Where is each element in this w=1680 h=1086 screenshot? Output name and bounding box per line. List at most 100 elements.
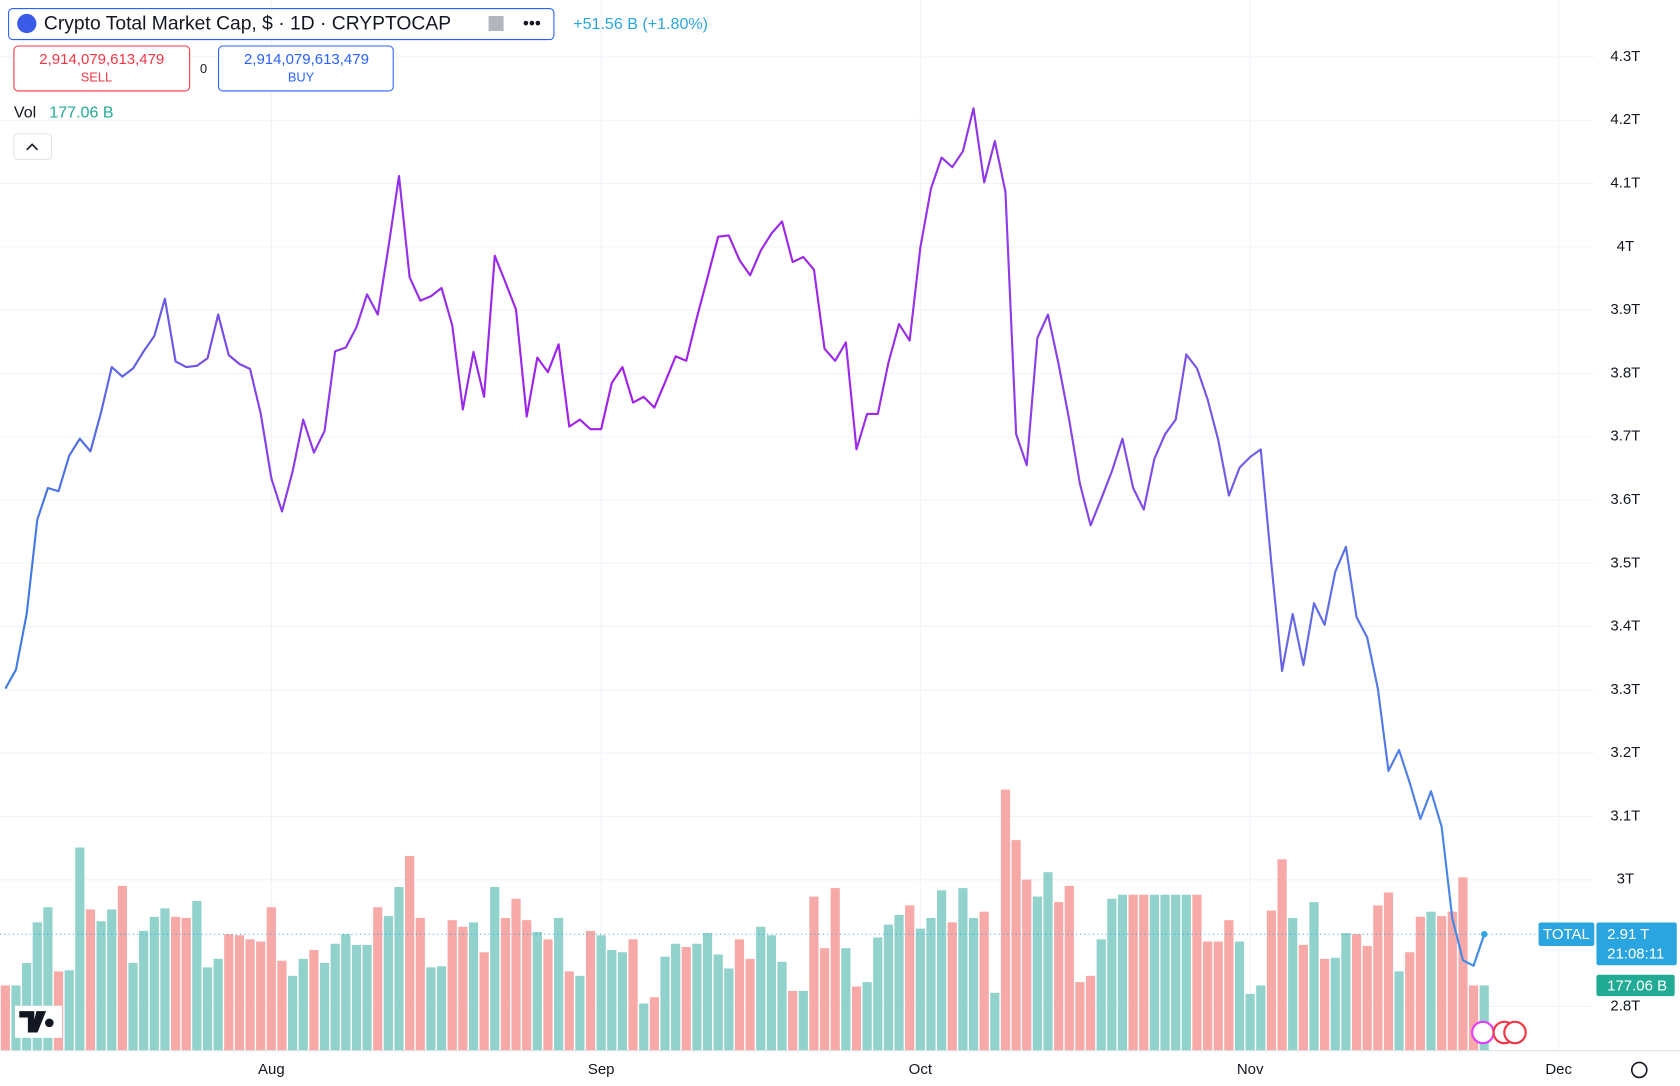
volume-bar [1096, 939, 1106, 1051]
volume-bar [0, 985, 10, 1051]
volume-bar [1405, 952, 1415, 1051]
volume-bar [1054, 902, 1064, 1051]
volume-title: Vol [14, 104, 36, 122]
volume-bar [1043, 872, 1053, 1051]
symbol-title: Crypto Total Market Cap, $ · 1D · CRYPTO… [44, 14, 451, 35]
volume-bar [373, 907, 383, 1051]
volume-bar [883, 924, 894, 1051]
volume-bar [1458, 877, 1468, 1051]
volume-bar [224, 934, 234, 1051]
y-tick-label: 4.1T [1610, 175, 1640, 192]
volume-bar [905, 905, 915, 1051]
volume-bar [1362, 945, 1372, 1051]
volume-bar [1245, 993, 1255, 1051]
volume-bar [1309, 902, 1319, 1051]
volume-bar [862, 982, 872, 1051]
axis: 2.8T 3T 3.1T 3.2T 3.3T 3.4T 3.5T 3.6T 3.7T 3.8T 3.… [258, 48, 1677, 1078]
volume-bar [1266, 910, 1277, 1051]
volume-bar [383, 916, 393, 1051]
volume-bar [64, 970, 74, 1051]
flag-icon[interactable] [488, 16, 504, 32]
volume-bar [1107, 898, 1117, 1051]
volume-bar [1085, 975, 1096, 1051]
volume-bar [1011, 840, 1021, 1051]
symbol-tag [1538, 922, 1595, 946]
volume-bar [734, 939, 745, 1051]
volume-bar [702, 933, 713, 1051]
x-tick-label: Aug [258, 1061, 285, 1078]
volume-bar [830, 888, 840, 1051]
volume-bar [405, 855, 415, 1051]
volume-bar [149, 916, 159, 1051]
y-tick-label: 3.4T [1610, 618, 1640, 635]
more-button[interactable]: ••• [523, 13, 541, 33]
price-tag-text: 2.91 T [1607, 926, 1649, 943]
logo [15, 1005, 63, 1038]
volume-bar [777, 961, 787, 1051]
volume-bar [1320, 958, 1330, 1051]
y-tick-label: 2.8T [1610, 997, 1640, 1014]
volume-bar [617, 952, 628, 1051]
volume-bar [937, 890, 947, 1051]
volume-bar [1479, 985, 1489, 1051]
volume-bar [585, 930, 596, 1051]
volume-bar [351, 944, 362, 1051]
volume-bar [1341, 933, 1351, 1051]
volume-bar [522, 920, 532, 1051]
last-price-dot [1481, 931, 1488, 938]
volume-bar [298, 958, 308, 1051]
settings-icon[interactable] [1630, 1061, 1648, 1079]
volume-bar [841, 948, 851, 1051]
x-tick-label: Nov [1237, 1061, 1264, 1078]
volume-bar [181, 917, 191, 1051]
volume-bar [117, 885, 127, 1051]
volume-bar [1256, 985, 1266, 1051]
volume-bar [426, 967, 436, 1051]
volume-bar [394, 886, 404, 1051]
volume-bar [1128, 894, 1138, 1051]
countdown-text: 21:08:11 [1607, 946, 1664, 963]
volume-bar [245, 939, 255, 1051]
volume-bar [756, 926, 766, 1051]
sell-button[interactable] [13, 45, 191, 92]
event-icons[interactable] [1471, 1020, 1527, 1045]
volume-bar [532, 931, 542, 1051]
grid [0, 0, 1595, 1051]
volume-bar [575, 975, 585, 1051]
volume-bar [766, 935, 776, 1051]
volume-bar [500, 917, 511, 1051]
y-tick-label: 4.3T [1610, 48, 1640, 65]
buy-button[interactable] [218, 45, 394, 92]
volume-bar [553, 917, 564, 1051]
volume-bar [1447, 911, 1457, 1051]
collapse-icon [26, 143, 39, 151]
volume-bar [809, 896, 819, 1051]
collapse-button[interactable] [13, 133, 52, 160]
volume-bar [1277, 859, 1287, 1051]
volume-bar [958, 888, 968, 1051]
volume-bar [319, 962, 330, 1051]
volume-bar [564, 971, 574, 1051]
volume-bar [1171, 894, 1181, 1051]
y-tick-label: 3.3T [1610, 681, 1640, 698]
volume-tag-text: 177.06 B [1607, 977, 1667, 994]
price-axis [1594, 0, 1680, 1086]
volume-bar [1330, 957, 1340, 1051]
volume-bar [415, 917, 425, 1051]
symbol-tag-text: TOTAL [1543, 926, 1590, 943]
symbol-box[interactable] [8, 8, 555, 41]
volume-bar [1373, 905, 1383, 1051]
y-tick-label: 3.6T [1610, 491, 1640, 508]
y-tick-label: 3.2T [1610, 744, 1640, 761]
change-text: +51.56 B (+1.80%) [573, 15, 708, 33]
volume-bar [990, 992, 1000, 1051]
volume-bar [979, 911, 989, 1051]
volume-bar [1468, 985, 1479, 1051]
volume-bar [596, 935, 606, 1051]
x-tick-label: Sep [588, 1061, 615, 1078]
volume-bar [202, 967, 213, 1051]
volume-bar [1000, 789, 1011, 1051]
y-tick-label: 3.1T [1610, 807, 1640, 824]
